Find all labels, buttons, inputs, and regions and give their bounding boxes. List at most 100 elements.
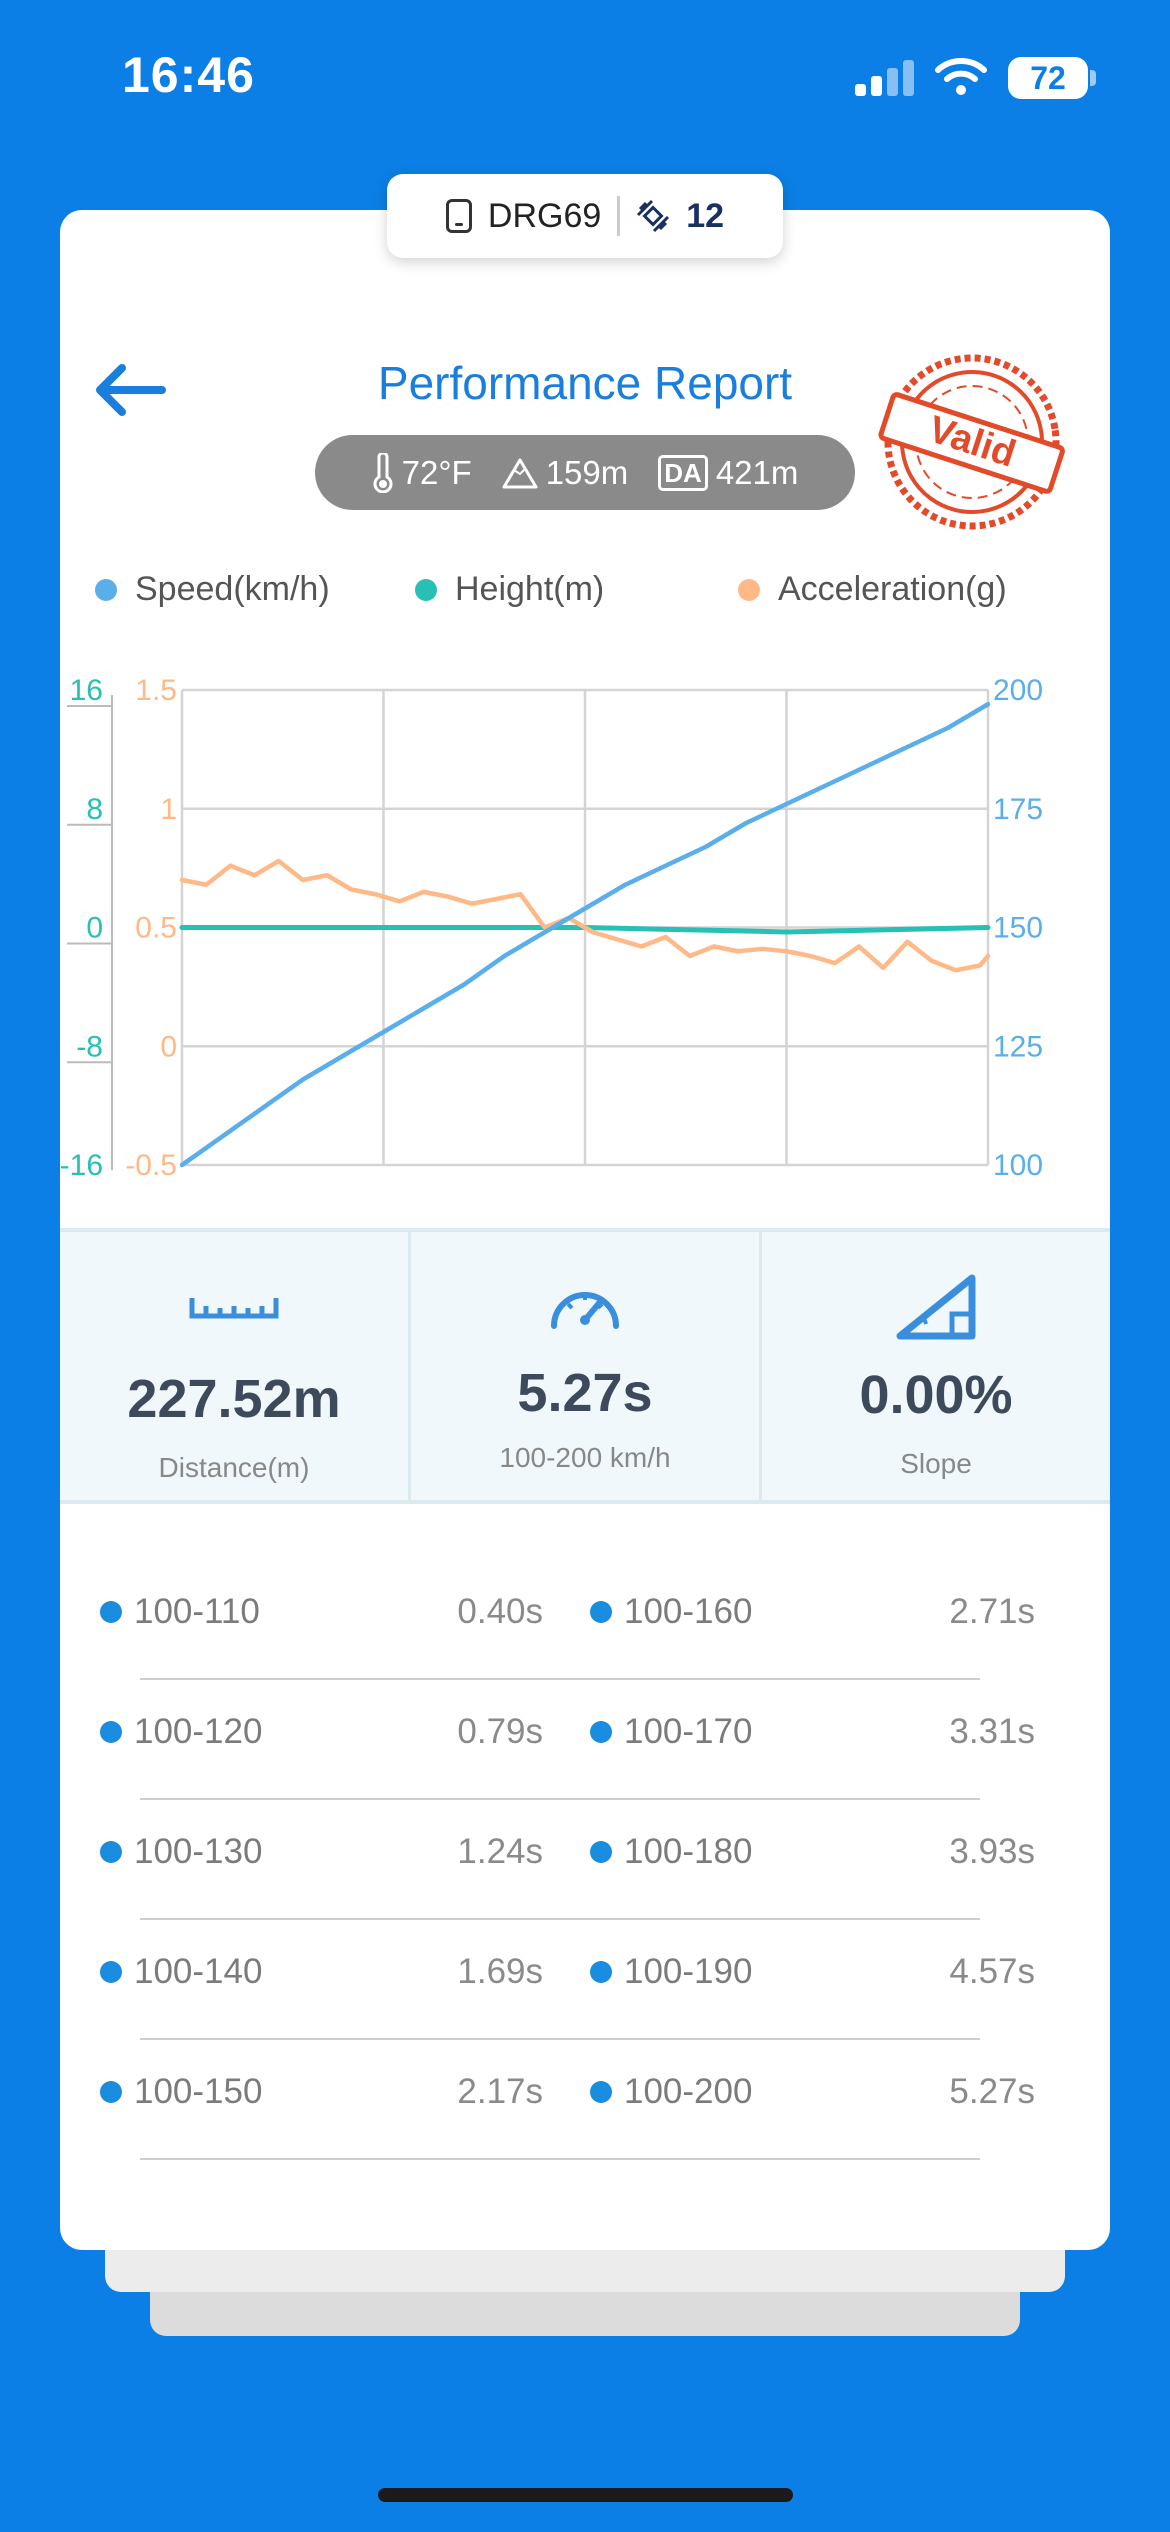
series-line-accel: [179, 858, 991, 973]
table-row: 100-120 0.79s 100-170 3.31s: [60, 1680, 1110, 1800]
split-range-label: 100-150: [134, 2072, 263, 2111]
split-range-label: 100-170: [624, 1712, 753, 1751]
split-time: 3.31s: [949, 1712, 1035, 1751]
performance-chart: 16 8 0 -8 -16 1.5 1 0.5 0 -0.5 200 175 150 125 100: [60, 674, 1043, 1180]
split-range: 100-120: [100, 1712, 262, 1752]
slope-icon: [896, 1274, 976, 1340]
accel-tick-label: 0.5: [135, 912, 177, 945]
stat-slope: 0.00% Slope: [759, 1232, 1110, 1500]
conditions-pill: 72°F 159m DA 421m: [315, 435, 855, 510]
thermometer-icon: [373, 452, 393, 493]
split-range: 100-110: [100, 1592, 260, 1632]
table-row: 100-150 2.17s 100-200 5.27s: [60, 2040, 1110, 2160]
battery-indicator: 72: [1008, 57, 1088, 99]
splits-table: 100-110 0.40s 100-160 2.71s 100-120 0.79…: [60, 1560, 1110, 2160]
height-tick-label: -16: [60, 1149, 103, 1180]
split-range-label: 100-120: [134, 1712, 263, 1751]
bullet-icon: [590, 1721, 612, 1743]
legend-acceleration-label: Acceleration(g): [778, 570, 1007, 608]
speedometer-icon: [551, 1292, 619, 1329]
legend-height: Height(m): [415, 570, 604, 609]
split-time: 2.71s: [949, 1592, 1035, 1631]
bullet-icon: [590, 2081, 612, 2103]
wifi-icon: [935, 58, 987, 95]
split-time: 3.93s: [949, 1832, 1035, 1871]
stat-distance: 227.52m Distance(m): [60, 1232, 408, 1500]
table-row: 100-110 0.40s 100-160 2.71s: [60, 1560, 1110, 1680]
split-range-label: 100-110: [134, 1592, 260, 1631]
split-time: 0.40s: [457, 1592, 543, 1631]
legend-height-dot: [415, 578, 437, 601]
device-tag[interactable]: DRG69 12: [387, 174, 783, 258]
height-tick-label: 8: [86, 793, 103, 826]
bullet-icon: [100, 1841, 122, 1863]
stat-time: 5.27s 100-200 km/h: [408, 1232, 759, 1500]
altitude-item: 159m: [502, 453, 629, 492]
split-range: 100-130: [100, 1832, 262, 1872]
bullet-icon: [100, 2081, 122, 2103]
accel-tick-label: 0: [160, 1030, 177, 1063]
slope-value: 0.00%: [859, 1365, 1013, 1425]
da-badge: DA: [658, 454, 708, 491]
legend-speed-dot: [95, 578, 117, 601]
accel-tick-label: 1: [160, 793, 177, 826]
split-time: 5.27s: [949, 2072, 1035, 2111]
temperature-item: 72°F: [372, 452, 472, 493]
split-range: 100-150: [100, 2072, 262, 2112]
speed-tick-label: 175: [993, 793, 1043, 826]
bullet-icon: [590, 1841, 612, 1863]
tag-divider: [617, 196, 621, 236]
valid-stamp: Valid: [878, 354, 1065, 530]
split-range: 100-160: [590, 1592, 752, 1632]
bullet-icon: [100, 1961, 122, 1983]
distance-label: Distance(m): [158, 1452, 310, 1483]
split-time: 1.69s: [457, 1952, 543, 1991]
split-time: 4.57s: [949, 1952, 1035, 1991]
bullet-icon: [100, 1601, 122, 1623]
density-altitude-item: DA 421m: [658, 454, 798, 492]
legend-acceleration-dot: [738, 578, 760, 601]
split-range: 100-170: [590, 1712, 752, 1752]
battery-cap: [1090, 70, 1096, 86]
satellite-icon: [637, 199, 670, 233]
speed-tick-label: 150: [993, 912, 1043, 945]
density-altitude-value: 421m: [715, 453, 799, 491]
split-range: 100-200: [590, 2072, 752, 2112]
accel-tick-label: 1.5: [135, 674, 177, 707]
split-range-label: 100-140: [134, 1952, 263, 1991]
height-tick-label: -8: [76, 1030, 103, 1063]
satellite-count: 12: [686, 196, 725, 235]
split-range-label: 100-200: [624, 2072, 753, 2111]
distance-value: 227.52m: [127, 1369, 341, 1429]
accel-tick-label: -0.5: [125, 1149, 177, 1180]
altitude-value: 159m: [545, 453, 629, 491]
device-name: DRG69: [487, 196, 602, 235]
time-value: 5.27s: [517, 1363, 653, 1423]
legend-speed: Speed(km/h): [95, 570, 330, 609]
bullet-icon: [590, 1961, 612, 1983]
split-range-label: 100-180: [624, 1832, 753, 1871]
page-title: Performance Report: [377, 357, 793, 409]
split-range-label: 100-160: [624, 1592, 753, 1631]
time-label: 100-200 km/h: [499, 1442, 671, 1473]
slope-label: Slope: [900, 1448, 972, 1479]
bullet-icon: [590, 1601, 612, 1623]
split-range: 100-140: [100, 1952, 262, 1992]
home-indicator[interactable]: [378, 2488, 793, 2502]
split-range-label: 100-190: [624, 1952, 753, 1991]
mountain-icon: [502, 458, 538, 488]
split-time: 0.79s: [457, 1712, 543, 1751]
height-tick-label: 0: [86, 912, 103, 945]
split-range: 100-190: [590, 1952, 752, 1992]
legend-acceleration: Acceleration(g): [738, 570, 1007, 609]
back-arrow-icon[interactable]: [90, 360, 170, 420]
temperature-value: 72°F: [401, 453, 472, 491]
table-row: 100-130 1.24s 100-180 3.93s: [60, 1800, 1110, 1920]
ruler-icon: [189, 1298, 279, 1319]
device-icon: [445, 199, 472, 233]
legend-height-label: Height(m): [455, 570, 605, 608]
series-line-speed: [179, 702, 991, 1168]
split-time: 2.17s: [457, 2072, 543, 2111]
speed-tick-label: 125: [993, 1030, 1043, 1063]
bullet-icon: [100, 1721, 122, 1743]
